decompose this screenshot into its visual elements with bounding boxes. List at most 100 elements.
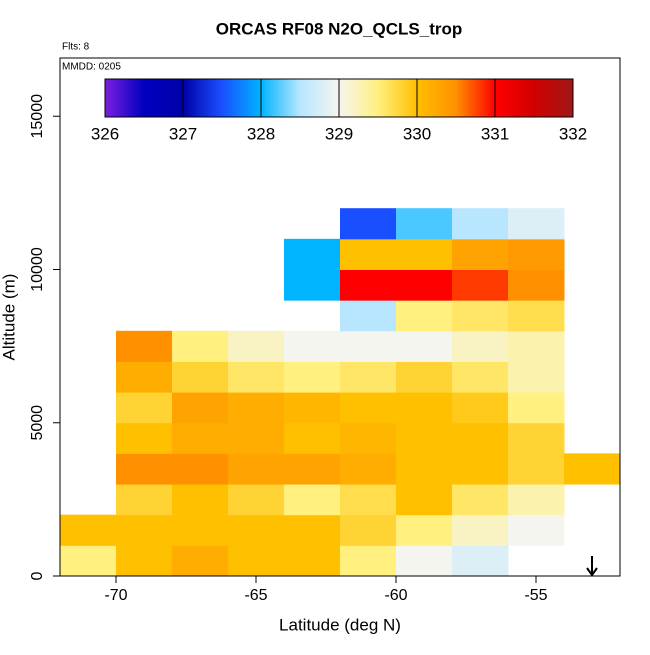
heat-cell xyxy=(284,269,341,301)
x-axis-label: Latitude (deg N) xyxy=(279,615,401,634)
heat-cell xyxy=(452,422,509,454)
heat-cell xyxy=(172,392,229,424)
heat-cell xyxy=(452,238,509,270)
heat-cell xyxy=(340,422,397,454)
heat-cell xyxy=(452,453,509,485)
heat-cell xyxy=(284,453,341,485)
heat-cell xyxy=(396,392,453,424)
heat-cell xyxy=(396,208,453,240)
heat-cell xyxy=(396,514,453,546)
heat-cell xyxy=(396,422,453,454)
flights-note: Flts: 8 xyxy=(62,42,90,53)
heat-cell xyxy=(508,269,565,301)
heat-cell xyxy=(340,330,397,362)
heat-cell xyxy=(116,330,173,362)
heat-cell xyxy=(172,361,229,393)
heat-cell xyxy=(228,484,285,516)
heat-cell xyxy=(508,422,565,454)
heat-cell xyxy=(116,361,173,393)
heat-cell xyxy=(508,300,565,332)
arrow-head xyxy=(586,567,598,577)
heat-cell xyxy=(340,392,397,424)
heat-cell xyxy=(116,484,173,516)
heat-cell xyxy=(284,361,341,393)
colorbar-tick-label: 326 xyxy=(91,124,119,143)
heat-cell xyxy=(508,484,565,516)
heat-cell xyxy=(452,269,509,301)
colorbar-tick-label: 330 xyxy=(403,124,431,143)
heat-cell xyxy=(284,545,341,577)
heat-cell xyxy=(340,300,397,332)
heat-cell xyxy=(172,330,229,362)
heat-cell xyxy=(228,514,285,546)
heat-cell xyxy=(396,330,453,362)
heat-cell xyxy=(396,300,453,332)
heat-cell xyxy=(340,484,397,516)
heat-cell xyxy=(172,545,229,577)
heat-cell xyxy=(116,392,173,424)
heat-cell xyxy=(116,453,173,485)
heat-cell xyxy=(60,514,117,546)
y-tick-label: 10000 xyxy=(29,247,46,292)
x-tick-label: -60 xyxy=(384,587,407,604)
heat-cell xyxy=(452,361,509,393)
heat-cell xyxy=(340,545,397,577)
heat-cell xyxy=(452,514,509,546)
y-tick-label: 5000 xyxy=(29,405,46,441)
heat-cell xyxy=(340,453,397,485)
heat-cell xyxy=(228,361,285,393)
heat-cell xyxy=(564,453,621,485)
y-tick-label: 15000 xyxy=(29,94,46,139)
colorbar-tick-label: 327 xyxy=(169,124,197,143)
heat-cell xyxy=(172,514,229,546)
heat-cell xyxy=(116,514,173,546)
y-axis-label: Altitude (m) xyxy=(0,274,18,361)
heat-cell xyxy=(172,453,229,485)
heat-cell xyxy=(60,545,117,577)
heat-cell xyxy=(116,422,173,454)
heat-cell xyxy=(508,330,565,362)
heat-cell xyxy=(228,453,285,485)
heat-cell xyxy=(508,514,565,546)
heat-cell xyxy=(228,545,285,577)
heat-cell xyxy=(340,269,397,301)
heat-cell xyxy=(172,484,229,516)
y-tick-label: 0 xyxy=(29,571,46,580)
heat-cell xyxy=(396,453,453,485)
plot-frame xyxy=(59,57,621,577)
colorbar-tick-label: 332 xyxy=(559,124,587,143)
heat-cell xyxy=(508,238,565,270)
heat-cell xyxy=(284,330,341,362)
heat-cell xyxy=(452,484,509,516)
heat-cell xyxy=(508,208,565,240)
x-tick-label: -65 xyxy=(244,587,267,604)
heat-cell xyxy=(340,361,397,393)
heat-cell xyxy=(396,545,453,577)
heat-cell xyxy=(340,514,397,546)
heat-cell xyxy=(340,238,397,270)
heat-cell xyxy=(396,269,453,301)
heat-cell xyxy=(452,300,509,332)
heat-cell xyxy=(452,545,509,577)
heat-cell xyxy=(452,208,509,240)
heat-cell xyxy=(228,330,285,362)
heat-cell xyxy=(172,422,229,454)
heat-cell xyxy=(452,330,509,362)
heat-cell xyxy=(284,514,341,546)
heat-cell xyxy=(508,453,565,485)
heat-cell xyxy=(396,484,453,516)
heat-cell xyxy=(508,392,565,424)
heat-cell xyxy=(284,238,341,270)
x-tick-label: -55 xyxy=(524,587,547,604)
heat-cell xyxy=(228,422,285,454)
date-note: MMDD: 0205 xyxy=(62,62,121,73)
colorbar-tick-label: 328 xyxy=(247,124,275,143)
chart-title: ORCAS RF08 N2O_QCLS_trop xyxy=(216,19,463,38)
heat-cell xyxy=(452,392,509,424)
heat-cell xyxy=(340,208,397,240)
heat-cell xyxy=(284,484,341,516)
colorbar-tick-label: 329 xyxy=(325,124,353,143)
heat-cell xyxy=(284,392,341,424)
heat-cell xyxy=(228,392,285,424)
